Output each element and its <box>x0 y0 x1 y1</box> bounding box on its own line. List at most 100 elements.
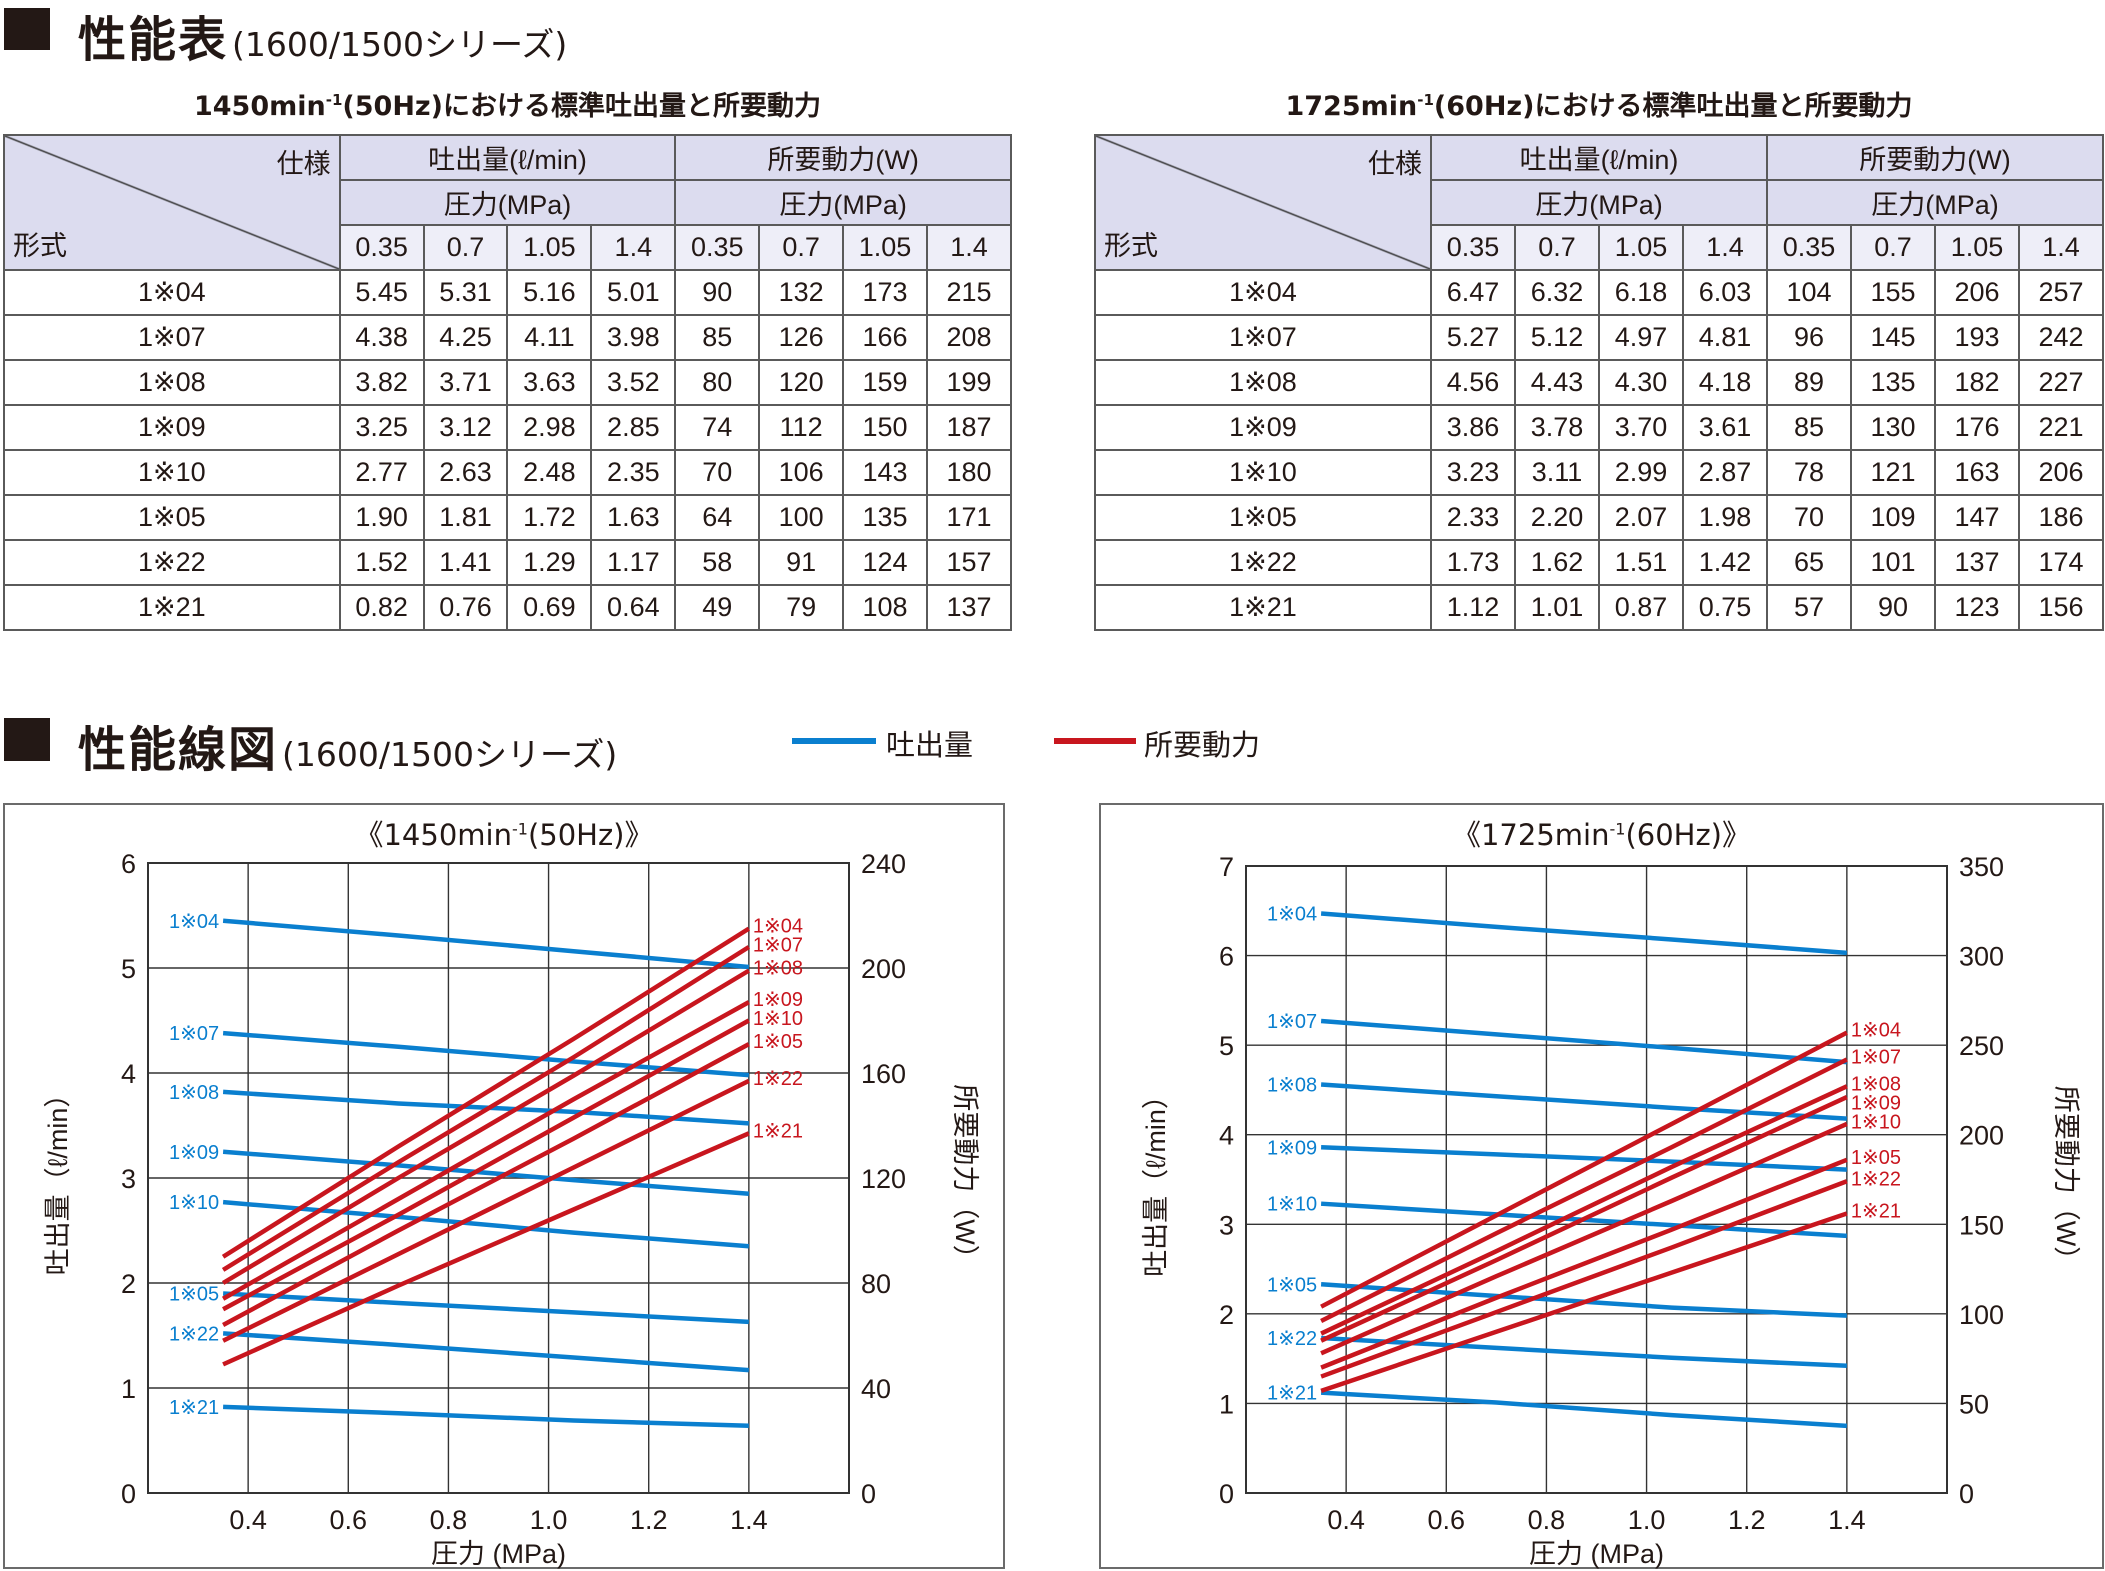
flow-series-label: 1※09 <box>169 1142 219 1164</box>
flow-value-cell: 1.12 <box>1430 584 1516 631</box>
y-right-tick-label: 240 <box>861 849 906 879</box>
power-value-cell: 155 <box>1850 269 1936 316</box>
flow-series-label: 1※04 <box>1267 903 1317 925</box>
table-row: 1※04 5.45 5.31 5.16 5.01 90 132 173 215 <box>3 269 1012 316</box>
model-cell: 1※07 <box>1094 314 1432 361</box>
power-value-cell: 121 <box>1850 449 1936 496</box>
power-value-cell: 176 <box>1934 404 2020 451</box>
power-series-line <box>1320 1057 1848 1324</box>
y-left-axis-label: 吐出量（ℓ/min） <box>43 1081 73 1276</box>
flow-series-line <box>222 1149 750 1196</box>
flow-series-label: 1※10 <box>169 1192 219 1214</box>
power-value-cell: 80 <box>674 359 761 406</box>
power-value-cell: 182 <box>1934 359 2020 406</box>
power-value-cell: 193 <box>1934 314 2020 361</box>
pressure-column-header: 1.05 <box>1934 224 2020 271</box>
power-series-line <box>221 945 751 1272</box>
power-value-cell: 135 <box>842 494 928 541</box>
power-value-cell: 156 <box>2018 584 2104 631</box>
x-axis-label: 圧力 (MPa) <box>431 1539 566 1569</box>
section-title-text: 性能表 <box>78 12 229 68</box>
caption-sup: -1 <box>1417 91 1434 109</box>
flow-series-label: 1※22 <box>169 1323 219 1345</box>
power-group-header: 所要動力(W) <box>674 134 1012 181</box>
power-series-label: 1※04 <box>753 916 803 938</box>
pressure-column-header: 0.7 <box>1514 224 1600 271</box>
power-value-cell: 242 <box>2018 314 2104 361</box>
model-cell: 1※04 <box>1094 269 1432 316</box>
flow-series-label: 1※07 <box>169 1023 219 1045</box>
flow-value-cell: 0.76 <box>422 584 509 631</box>
power-series-label: 1※10 <box>753 1008 803 1030</box>
legend-power-label: 所要動力 <box>1144 728 1261 762</box>
flow-value-cell: 3.71 <box>422 359 509 406</box>
flow-value-cell: 1.81 <box>422 494 509 541</box>
flow-value-cell: 1.62 <box>1514 539 1600 586</box>
flow-value-cell: 2.87 <box>1682 449 1768 496</box>
x-tick-label: 1.0 <box>1628 1505 1666 1535</box>
caption-speed: 1450min <box>193 91 326 122</box>
power-value-cell: 123 <box>1934 584 2020 631</box>
power-series-label: 1※08 <box>753 958 803 980</box>
y-right-axis-label: 所要動力（W） <box>950 1084 980 1271</box>
model-cell: 1※05 <box>3 494 341 541</box>
flow-value-cell: 5.01 <box>590 269 677 316</box>
flow-value-cell: 1.17 <box>590 539 677 586</box>
flow-value-cell: 3.70 <box>1598 404 1684 451</box>
y-left-tick-label: 4 <box>1219 1121 1234 1151</box>
y-left-tick-label: 0 <box>121 1479 136 1509</box>
power-value-cell: 70 <box>674 449 761 496</box>
power-value-cell: 186 <box>2018 494 2104 541</box>
flow-value-cell: 3.25 <box>338 404 425 451</box>
power-value-cell: 100 <box>758 494 845 541</box>
y-right-tick-label: 200 <box>861 954 906 984</box>
chart-panel-50hz <box>3 803 1005 1569</box>
flow-series-line <box>1320 1335 1847 1369</box>
table-row: 1※08 3.82 3.71 3.63 3.52 80 120 159 199 <box>3 359 1012 406</box>
flow-value-cell: 4.43 <box>1514 359 1600 406</box>
power-value-cell: 137 <box>926 584 1012 631</box>
power-series-line <box>1320 1030 1848 1309</box>
y-left-tick-label: 4 <box>121 1059 136 1089</box>
y-right-tick-label: 0 <box>1959 1479 1974 1509</box>
power-series-line <box>221 1000 750 1301</box>
flow-series-line <box>223 1404 749 1429</box>
header-row: 0.35 0.7 1.05 1.4 0.35 0.7 1.05 1.4 <box>4 224 1012 271</box>
flow-value-cell: 5.12 <box>1514 314 1600 361</box>
power-value-cell: 199 <box>926 359 1012 406</box>
y-right-tick-label: 150 <box>1959 1210 2004 1240</box>
power-series-label: 1※22 <box>1851 1168 1901 1190</box>
power-value-cell: 58 <box>674 539 761 586</box>
y-right-tick-label: 40 <box>861 1374 891 1404</box>
pressure-column-header: 1.4 <box>590 224 677 271</box>
y-left-axis-label: 吐出量（ℓ/min） <box>1141 1082 1171 1277</box>
power-value-cell: 49 <box>674 584 761 631</box>
flow-value-cell: 5.45 <box>338 269 425 316</box>
model-cell: 1※07 <box>3 314 341 361</box>
table-row: 1※22 1.52 1.41 1.29 1.17 58 91 124 157 <box>3 539 1012 586</box>
model-cell: 1※21 <box>1094 584 1432 631</box>
x-tick-label: 1.4 <box>730 1505 768 1535</box>
power-value-cell: 112 <box>758 404 845 451</box>
flow-value-cell: 1.42 <box>1682 539 1768 586</box>
pressure-column-header: 0.35 <box>1430 224 1516 271</box>
x-tick-label: 1.2 <box>1728 1505 1766 1535</box>
chart-title-rest: (60Hz)》 <box>1625 818 1751 852</box>
pressure-column-header: 1.05 <box>1598 224 1684 271</box>
header-row: 0.35 0.7 1.05 1.4 0.35 0.7 1.05 1.4 <box>1095 224 2104 271</box>
y-right-tick-label: 0 <box>861 1479 876 1509</box>
flow-value-cell: 2.77 <box>338 449 425 496</box>
power-value-cell: 206 <box>1934 269 2020 316</box>
power-value-cell: 85 <box>1766 404 1852 451</box>
power-value-cell: 157 <box>926 539 1012 586</box>
flow-value-cell: 5.27 <box>1430 314 1516 361</box>
flow-value-cell: 2.98 <box>506 404 593 451</box>
section-subtitle-text: (1600/1500シリーズ) <box>232 25 568 64</box>
x-tick-label: 0.4 <box>1327 1505 1365 1535</box>
y-left-tick-label: 6 <box>1219 942 1234 972</box>
power-series-line <box>1320 1121 1848 1356</box>
power-value-cell: 57 <box>1766 584 1852 631</box>
section-title-chart: 性能線図 (1600/1500シリーズ) <box>78 710 617 780</box>
table-caption-50hz: 1450min-1(50Hz)における標準吐出量と所要動力 <box>3 84 1012 123</box>
legend-flow-line-icon <box>792 738 876 744</box>
